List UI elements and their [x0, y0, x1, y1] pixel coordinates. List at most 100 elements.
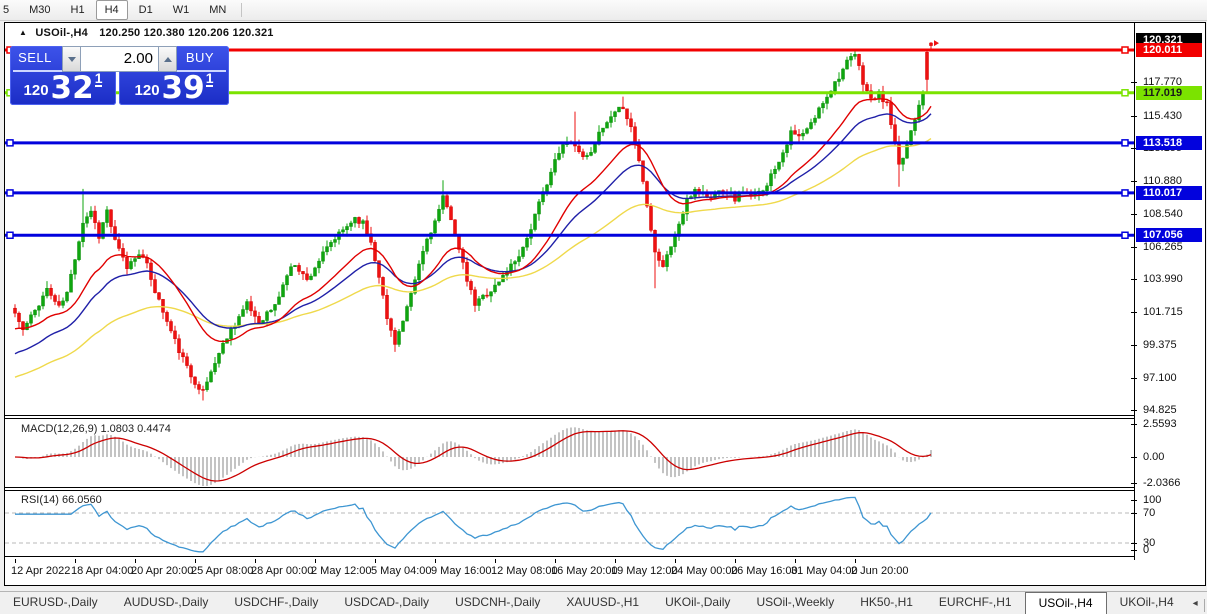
ask-prefix: 120 [134, 82, 160, 99]
timeframe-5[interactable]: 5 [3, 4, 10, 16]
tab-XAUUSD-H1[interactable]: XAUUSD-,H1 [566, 595, 640, 609]
volume-input[interactable]: 2.00 [81, 46, 158, 72]
chart-area[interactable] [5, 23, 1134, 585]
time-tick-label: 18 Apr 04:00 [71, 565, 134, 577]
tab-AUDUSD-Daily[interactable]: AUDUSD-,Daily [123, 595, 209, 609]
time-tick-label: 24 May 00:00 [671, 565, 738, 577]
sell-label: SELL [18, 50, 52, 65]
tab-UKOil-H4[interactable]: UKOil-,H4 [1119, 595, 1174, 609]
level-handle[interactable] [1121, 189, 1129, 197]
price-level-badge: 113.518 [1136, 135, 1202, 150]
tab-USOil-Weekly[interactable]: USOil-,Weekly [756, 595, 835, 609]
time-tick-label: 25 Apr 08:00 [191, 565, 254, 577]
timeframe-H1[interactable]: H1 [70, 4, 85, 16]
chart-symbol: USOil-,H4 [35, 27, 88, 39]
time-tick-label: 12 Apr 2022 [11, 565, 71, 577]
time-tick-label: 16 May 20:00 [551, 565, 618, 577]
toolbar-separator [241, 3, 243, 17]
time-tick-label: 20 Apr 20:00 [131, 565, 194, 577]
time-tick-label: 26 May 16:00 [731, 565, 798, 577]
rsi-axis-label: 70 [1131, 507, 1205, 519]
last-price-arrow-icon [934, 40, 939, 47]
tab-UKOil-Daily[interactable]: UKOil-,Daily [665, 595, 731, 609]
pane-separator-rsi[interactable] [5, 487, 1205, 491]
time-tick-mark [435, 559, 436, 563]
tab-HK50-H1[interactable]: HK50-,H1 [860, 595, 913, 609]
level-handle[interactable] [1121, 89, 1129, 97]
tab-divider [1203, 599, 1205, 612]
time-axis[interactable]: 12 Apr 2022 18 Apr 04:00 20 Apr 20:00 25 Ap… [5, 559, 1134, 585]
macd-axis-label: 0.00 [1131, 451, 1205, 463]
collapse-triangle-icon[interactable]: ▲ [19, 28, 28, 37]
time-tick-mark [15, 559, 16, 563]
bid-price: 120 32 1 [10, 70, 116, 106]
tab-USDCAD-Daily[interactable]: USDCAD-,Daily [344, 595, 430, 609]
timeframe-W1[interactable]: W1 [172, 4, 190, 16]
rsi-axis-label: 0 [1131, 544, 1205, 556]
chart-ohlc: 120.250 120.380 120.206 120.321 [99, 27, 274, 39]
time-tick-label: 31 May 04:00 [791, 565, 858, 577]
tab-USDCNH-Daily[interactable]: USDCNH-,Daily [455, 595, 541, 609]
price-tick: 101.715 [1131, 306, 1205, 318]
timeframe-MN[interactable]: MN [209, 4, 227, 16]
triangle-down-icon [67, 56, 76, 62]
chart-title: ▲ USOil-,H4 120.250 120.380 120.206 120.… [19, 27, 274, 39]
level-handle[interactable] [1121, 139, 1129, 147]
tab-USOil-H4[interactable]: USOil-,H4 [1024, 592, 1107, 614]
time-tick-mark [615, 559, 616, 563]
price-tick: 99.375 [1131, 339, 1205, 351]
time-tick-mark [255, 559, 256, 563]
bid-big-digits: 32 [50, 70, 94, 106]
rsi-axis-label: 30 [1131, 537, 1205, 549]
tab-EURCHF-H1[interactable]: EURCHF-,H1 [938, 595, 1012, 609]
level-handle[interactable] [1121, 46, 1129, 54]
tab-USDCHF-Daily[interactable]: USDCHF-,Daily [234, 595, 319, 609]
chart-window: ▲ USOil-,H4 120.250 120.380 120.206 120.… [4, 22, 1206, 586]
time-tick-mark [855, 559, 856, 563]
level-handle[interactable] [1121, 231, 1129, 240]
chart-tab-bar: EURUSD-,Daily AUDUSD-,Daily USDCHF-,Daily U… [0, 591, 1207, 614]
timeframe-H4[interactable]: H4 [95, 0, 128, 20]
timeframe-D1[interactable]: D1 [138, 4, 153, 16]
main-price-pane[interactable] [13, 40, 940, 401]
candlestick-chart[interactable] [5, 23, 1134, 585]
time-tick-label: 5 May 04:00 [371, 565, 432, 577]
price-level-badge: 107.056 [1136, 228, 1202, 243]
timeframe-M30[interactable]: M30 [29, 4, 51, 16]
macd-indicator-label: MACD(12,26,9) 1.0803 0.4474 [21, 423, 171, 435]
time-tick-mark [315, 559, 316, 563]
level-handle[interactable] [6, 139, 14, 147]
price-tick: 106.265 [1131, 241, 1205, 253]
bid-pip-superscript: 1 [94, 70, 103, 87]
price-level-badge: 117.019 [1136, 85, 1202, 100]
time-tick-mark [75, 559, 76, 563]
level-handle[interactable] [6, 189, 14, 197]
price-tick: 97.100 [1131, 372, 1205, 384]
time-tick-mark [735, 559, 736, 563]
pane-separator-macd[interactable] [5, 415, 1205, 419]
volume-increase-button[interactable] [158, 46, 177, 72]
buy-label: BUY [185, 50, 215, 65]
macd-pane[interactable] [14, 427, 932, 487]
rsi-indicator-label: RSI(14) 66.0560 [21, 494, 102, 506]
tab-EURUSD-Daily[interactable]: EURUSD-,Daily [13, 595, 98, 609]
time-tick-label: 19 May 12:00 [611, 565, 678, 577]
ask-pip-superscript: 1 [205, 70, 214, 87]
time-tick-label: 28 Apr 00:00 [251, 565, 314, 577]
price-tick: 108.540 [1131, 208, 1205, 220]
volume-decrease-button[interactable] [62, 46, 81, 72]
price-tick: 117.770 [1131, 76, 1205, 88]
price-level-badge: 110.017 [1136, 185, 1202, 200]
price-tick: 103.990 [1131, 273, 1205, 285]
scroll-left-icon[interactable]: ◂ [1192, 597, 1198, 609]
rsi-axis-label: 100 [1131, 494, 1205, 506]
rsi-pane[interactable] [5, 496, 1134, 553]
one-click-trading-panel: SELL 120 32 1 BUY 120 39 1 2.00 [10, 46, 229, 106]
ask-price: 120 39 1 [119, 70, 229, 104]
bid-prefix: 120 [23, 82, 49, 99]
level-handle[interactable] [6, 231, 14, 240]
macd-axis-label: 2.5593 [1131, 418, 1205, 430]
price-axis[interactable]: 117.770115.430113.155110.880108.540106.2… [1131, 23, 1205, 585]
time-tick-mark [495, 559, 496, 563]
time-tick-label: 9 May 16:00 [431, 565, 492, 577]
